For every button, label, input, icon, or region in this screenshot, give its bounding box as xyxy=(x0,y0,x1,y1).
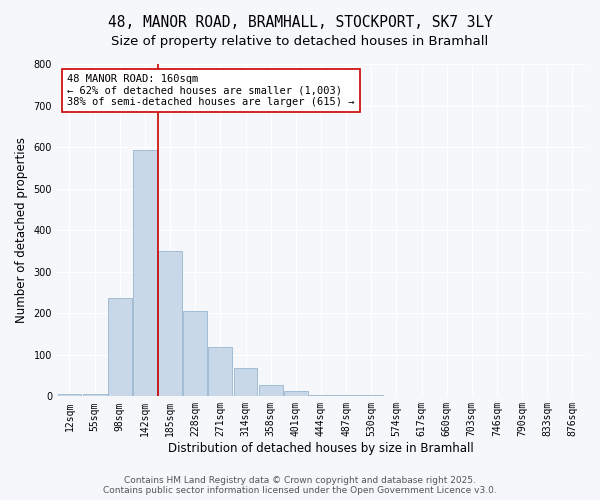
Bar xyxy=(309,394,333,396)
Bar xyxy=(208,348,232,397)
Bar xyxy=(259,385,283,396)
Bar xyxy=(334,394,358,396)
Bar xyxy=(83,394,107,396)
X-axis label: Distribution of detached houses by size in Bramhall: Distribution of detached houses by size … xyxy=(168,442,474,455)
Text: Size of property relative to detached houses in Bramhall: Size of property relative to detached ho… xyxy=(112,35,488,48)
Bar xyxy=(108,298,132,396)
Bar xyxy=(158,251,182,396)
Bar xyxy=(359,394,383,396)
Bar xyxy=(183,311,207,396)
Text: Contains HM Land Registry data © Crown copyright and database right 2025.
Contai: Contains HM Land Registry data © Crown c… xyxy=(103,476,497,495)
Y-axis label: Number of detached properties: Number of detached properties xyxy=(15,137,28,323)
Text: 48, MANOR ROAD, BRAMHALL, STOCKPORT, SK7 3LY: 48, MANOR ROAD, BRAMHALL, STOCKPORT, SK7… xyxy=(107,15,493,30)
Text: 48 MANOR ROAD: 160sqm
← 62% of detached houses are smaller (1,003)
38% of semi-d: 48 MANOR ROAD: 160sqm ← 62% of detached … xyxy=(67,74,355,107)
Bar xyxy=(233,368,257,396)
Bar xyxy=(284,390,308,396)
Bar xyxy=(133,150,157,396)
Bar xyxy=(58,394,82,396)
